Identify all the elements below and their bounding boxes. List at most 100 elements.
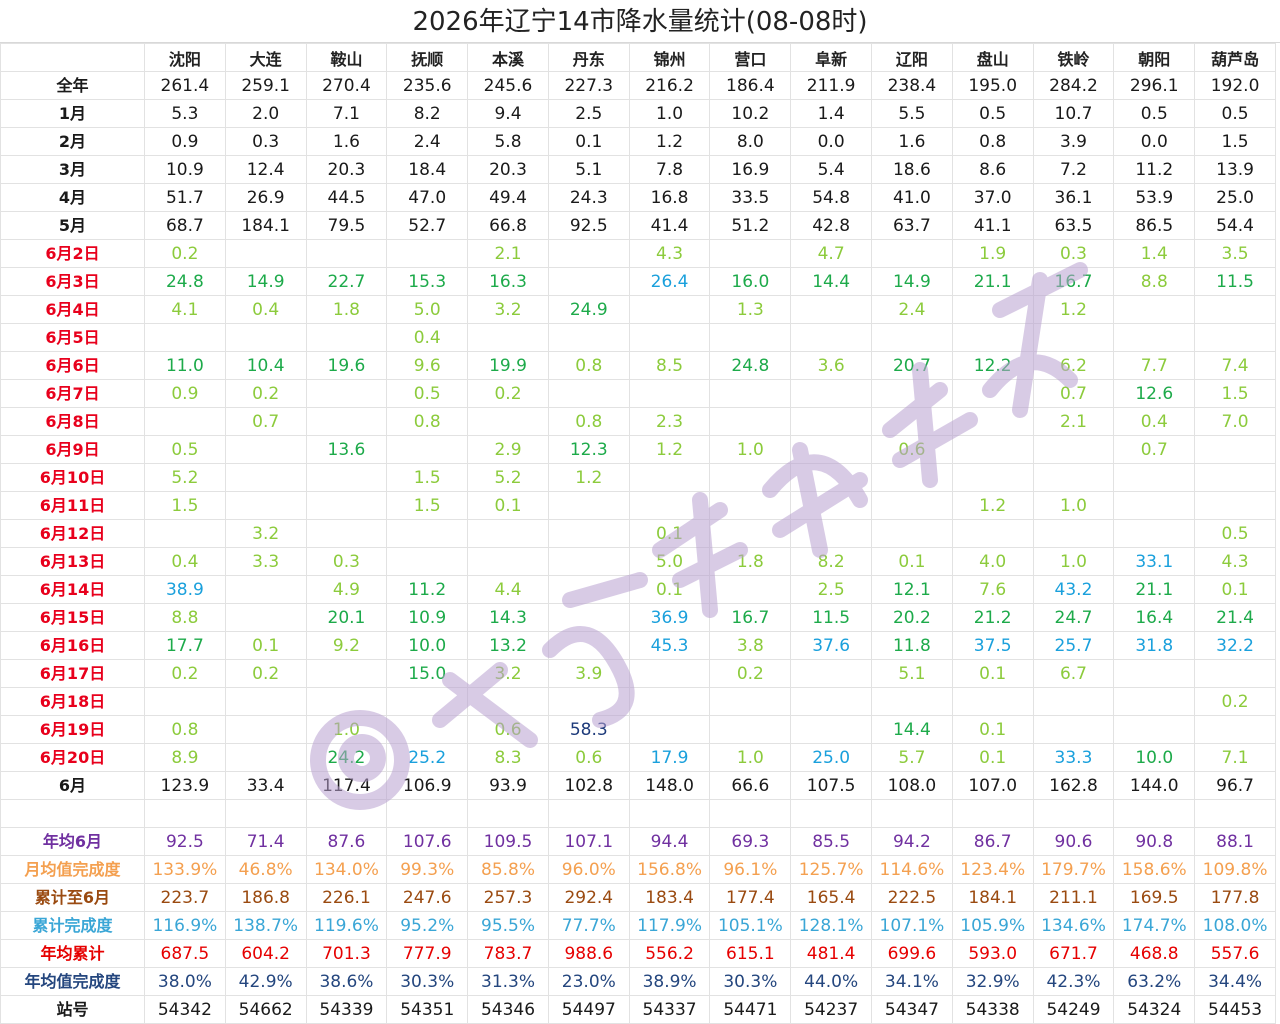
value-cell: 183.4: [628, 883, 711, 912]
value-cell: 2.5: [790, 575, 873, 604]
value-cell: 556.2: [628, 939, 711, 968]
value-cell: 4.0: [951, 547, 1034, 576]
value-cell: [1194, 323, 1276, 352]
value-cell: [951, 407, 1034, 436]
value-cell: 96.7: [1194, 771, 1276, 800]
value-cell: [467, 519, 549, 548]
value-cell: 30.3%: [386, 967, 469, 996]
value-cell: 235.6: [386, 71, 469, 100]
value-cell: [1032, 323, 1115, 352]
value-cell: 4.1: [144, 295, 226, 324]
value-cell: [709, 239, 792, 268]
value-cell: [224, 575, 307, 604]
value-cell: [547, 491, 630, 520]
value-cell: 54237: [790, 995, 873, 1024]
value-cell: [305, 407, 388, 436]
value-cell: 19.9: [467, 351, 549, 380]
value-cell: [1113, 491, 1196, 520]
table-row: 6月14日 38.9 4.9 11.2 4.4 0.1 2.5 12.1 7.6 43.2 21.1…: [0, 575, 1276, 604]
table-row: 全年 261.4 259.1 270.4 235.6 245.6 227.3 216.2 186…: [0, 71, 1276, 100]
value-cell: 8.8: [144, 603, 226, 632]
value-cell: [790, 323, 873, 352]
value-cell: [1113, 519, 1196, 548]
row-label: 4月: [0, 183, 145, 212]
value-cell: 66.8: [467, 211, 549, 240]
value-cell: 17.9: [628, 743, 711, 772]
value-cell: 7.0: [1194, 407, 1276, 436]
value-cell: 1.5: [386, 491, 469, 520]
value-cell: 41.1: [951, 211, 1034, 240]
value-cell: 1.0: [1032, 547, 1115, 576]
value-cell: 593.0: [951, 939, 1034, 968]
row-label: 6月10日: [0, 463, 145, 492]
value-cell: 701.3: [305, 939, 388, 968]
value-cell: [1194, 435, 1276, 464]
table-body: 全年 261.4 259.1 270.4 235.6 245.6 227.3 216.2 186…: [0, 71, 1276, 1024]
table-row: 6月20日 8.9 24.2 25.2 8.3 0.6 17.9 1.0 25.0 5.7 0.1 3…: [0, 743, 1276, 772]
value-cell: 0.6: [871, 435, 953, 464]
table-row: 6月11日 1.5 1.5 0.1 1.2 1.0: [0, 491, 1276, 520]
value-cell: [628, 799, 711, 828]
value-cell: 699.6: [871, 939, 953, 968]
value-cell: [386, 547, 469, 576]
value-cell: [386, 435, 469, 464]
value-cell: 85.5: [790, 827, 873, 856]
value-cell: 54249: [1032, 995, 1115, 1024]
value-cell: 9.6: [386, 351, 469, 380]
value-cell: 148.0: [628, 771, 711, 800]
value-cell: 31.3%: [467, 967, 549, 996]
value-cell: 20.3: [467, 155, 549, 184]
value-cell: [305, 659, 388, 688]
value-cell: 0.8: [547, 351, 630, 380]
value-cell: 117.4: [305, 771, 388, 800]
value-cell: 11.2: [1113, 155, 1196, 184]
row-label: 年均值完成度: [0, 967, 145, 996]
value-cell: 134.0%: [305, 855, 388, 884]
value-cell: 10.2: [709, 99, 792, 128]
value-cell: 92.5: [144, 827, 226, 856]
value-cell: [1032, 715, 1115, 744]
value-cell: 16.3: [467, 267, 549, 296]
row-label: 1月: [0, 99, 145, 128]
value-cell: 94.4: [628, 827, 711, 856]
value-cell: 16.4: [1113, 603, 1196, 632]
value-cell: 687.5: [144, 939, 226, 968]
value-cell: 1.4: [790, 99, 873, 128]
value-cell: 216.2: [628, 71, 711, 100]
table-row: 6月8日 0.7 0.8 0.8 2.3 2.1 0.4 7.0: [0, 407, 1276, 436]
value-cell: 7.1: [1194, 743, 1276, 772]
value-cell: [1032, 799, 1115, 828]
row-label: 月均值完成度: [0, 855, 145, 884]
value-cell: 0.6: [547, 743, 630, 772]
value-cell: 261.4: [144, 71, 226, 100]
value-cell: [224, 687, 307, 716]
value-cell: 16.7: [1032, 267, 1115, 296]
value-cell: 0.3: [305, 547, 388, 576]
value-cell: 54.8: [790, 183, 873, 212]
value-cell: [1032, 519, 1115, 548]
value-cell: 5.2: [144, 463, 226, 492]
value-cell: 42.8: [790, 211, 873, 240]
value-cell: 15.0: [386, 659, 469, 688]
value-cell: 1.3: [709, 295, 792, 324]
value-cell: [709, 491, 792, 520]
row-label: 6月2日: [0, 239, 145, 268]
value-cell: 63.7: [871, 211, 953, 240]
value-cell: [628, 295, 711, 324]
value-cell: 37.0: [951, 183, 1034, 212]
value-cell: 24.8: [144, 267, 226, 296]
table-row: 1月 5.3 2.0 7.1 8.2 9.4 2.5 1.0 10.2 1.4 5.5 0.5 10.7…: [0, 99, 1276, 128]
value-cell: [386, 239, 469, 268]
value-cell: 0.2: [1194, 687, 1276, 716]
value-cell: 2.9: [467, 435, 549, 464]
value-cell: 96.1%: [709, 855, 792, 884]
value-cell: [1113, 715, 1196, 744]
value-cell: 107.0: [951, 771, 1034, 800]
value-cell: [1194, 659, 1276, 688]
value-cell: [547, 267, 630, 296]
value-cell: 4.3: [1194, 547, 1276, 576]
city-header: 铁岭: [1032, 43, 1115, 72]
table-row: 6月12日 3.2 0.1 0.5: [0, 519, 1276, 548]
value-cell: [305, 491, 388, 520]
value-cell: 557.6: [1194, 939, 1276, 968]
